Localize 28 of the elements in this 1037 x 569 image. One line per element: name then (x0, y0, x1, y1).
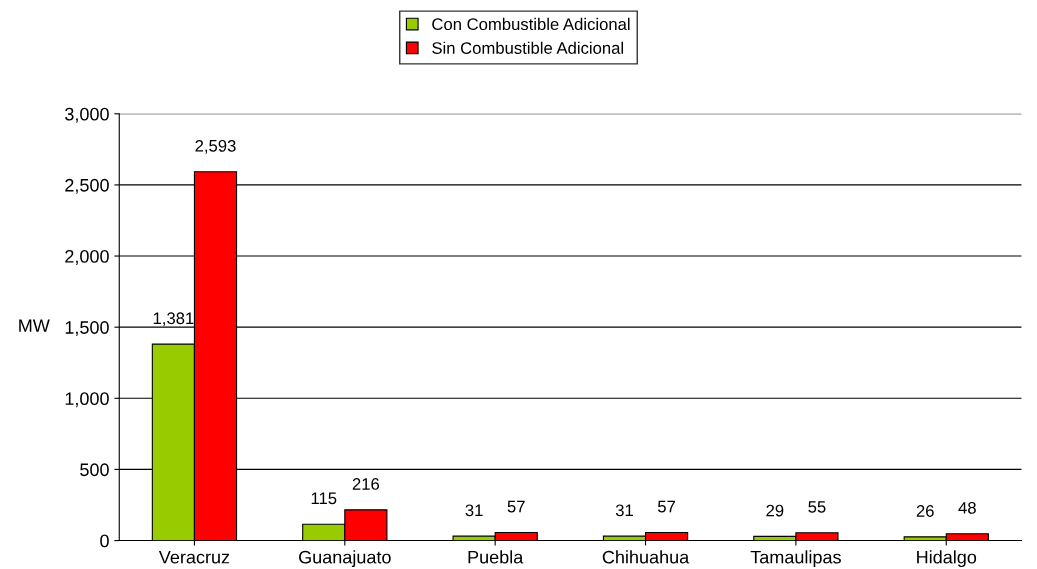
y-tick-label: 1,000 (65, 392, 109, 408)
data-label: 48 (958, 501, 976, 514)
legend-label: Sin Combustible Adicional (432, 41, 623, 54)
x-tick-label: Guanajuato (299, 550, 391, 568)
x-tick-label: Hidalgo (917, 550, 977, 568)
data-label: 31 (615, 504, 633, 517)
x-tick-label: Veracruz (158, 550, 230, 564)
legend-label: Con Combustible Adicional (432, 17, 630, 31)
x-tick-label: Tamaulipas (750, 550, 841, 568)
data-label: 115 (311, 492, 337, 505)
y-tick-label: 3,000 (65, 107, 109, 123)
y-tick-label: 2,000 (65, 249, 109, 265)
data-label: 216 (352, 478, 380, 490)
x-tick-label: Chihuahua (602, 550, 690, 564)
data-label: 31 (465, 504, 483, 517)
data-label: 57 (507, 500, 525, 513)
data-label: 57 (657, 500, 676, 513)
data-label: 1,381 (153, 312, 194, 327)
data-label: 55 (808, 501, 826, 513)
y-tick-label: 0 (100, 534, 109, 548)
x-tick-label: Puebla (468, 550, 524, 564)
data-label: 29 (766, 504, 784, 517)
y-axis-title: MW (19, 319, 50, 332)
data-label: 26 (916, 505, 934, 517)
y-tick-label: 2,500 (65, 178, 109, 194)
data-label: 2,593 (195, 139, 236, 154)
y-tick-label: 500 (80, 463, 109, 477)
y-tick-label: 1,500 (65, 321, 109, 337)
